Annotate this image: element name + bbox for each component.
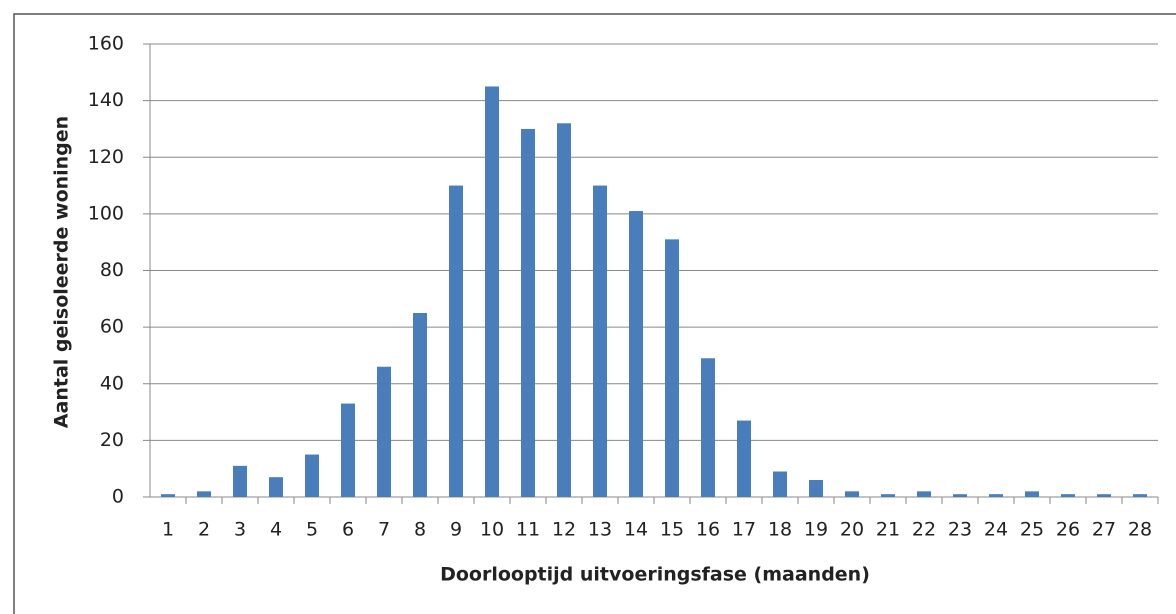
bar [593, 185, 607, 497]
x-tick-label: 13 [588, 519, 612, 541]
x-tick-label: 22 [912, 519, 936, 541]
chart-frame [13, 13, 1176, 614]
x-tick-label: 8 [414, 519, 426, 541]
bar [701, 358, 715, 497]
x-tick-label: 18 [768, 519, 792, 541]
bar [737, 420, 751, 497]
x-tick-label: 24 [984, 519, 1008, 541]
bar [413, 312, 427, 497]
x-tick-label: 14 [624, 519, 648, 541]
bar [665, 239, 679, 497]
y-tick-label: 160 [88, 33, 124, 55]
bar [1097, 494, 1111, 497]
x-tick-label: 19 [804, 519, 828, 541]
bar [845, 491, 859, 497]
y-axis-title: Aantal geisoleerde woningen [51, 116, 73, 428]
x-tick-label: 7 [378, 519, 390, 541]
x-tick-label: 12 [552, 519, 576, 541]
x-tick-label: 21 [876, 519, 900, 541]
bar [305, 454, 319, 497]
x-tick-label: 25 [1020, 519, 1044, 541]
bar [629, 211, 643, 497]
bar [989, 494, 1003, 497]
bar [953, 494, 967, 497]
bar [881, 494, 895, 497]
bar [917, 491, 931, 497]
x-axis-title: Doorlooptijd uitvoeringsfase (maanden) [440, 564, 870, 586]
y-tick-label: 20 [100, 429, 124, 451]
x-tick-label: 2 [198, 519, 210, 541]
x-tick-label: 1 [162, 519, 174, 541]
x-tick-label: 10 [480, 519, 504, 541]
x-tick-label: 5 [306, 519, 318, 541]
x-tick-label: 4 [270, 519, 282, 541]
bar [341, 403, 355, 497]
y-tick-label: 120 [88, 146, 124, 168]
y-tick-label: 80 [100, 259, 124, 281]
x-tick-label: 3 [234, 519, 246, 541]
bar [485, 86, 499, 497]
x-tick-label: 11 [516, 519, 540, 541]
x-tick-label: 16 [696, 519, 720, 541]
bar [1061, 494, 1075, 497]
x-tick-label: 27 [1092, 519, 1116, 541]
bar [161, 494, 175, 497]
bar [557, 123, 571, 498]
y-tick-label: 40 [100, 372, 124, 394]
bar [1133, 494, 1147, 497]
x-tick-label: 23 [948, 519, 972, 541]
bar [809, 480, 823, 497]
bar [521, 128, 535, 497]
bar [773, 471, 787, 497]
bar [233, 465, 247, 497]
y-tick-label: 100 [88, 202, 124, 224]
x-tick-label: 15 [660, 519, 684, 541]
bar [377, 366, 391, 497]
bar [269, 477, 283, 497]
x-tick-label: 28 [1128, 519, 1152, 541]
bar [449, 185, 463, 497]
y-tick-label: 60 [100, 316, 124, 338]
x-tick-label: 9 [450, 519, 462, 541]
y-tick-label: 140 [88, 89, 124, 111]
x-tick-label: 17 [732, 519, 756, 541]
y-tick-label: 0 [112, 486, 124, 508]
x-tick-label: 20 [840, 519, 864, 541]
bar [197, 491, 211, 497]
bar [1025, 491, 1039, 497]
x-tick-label: 6 [342, 519, 354, 541]
x-tick-label: 26 [1056, 519, 1080, 541]
